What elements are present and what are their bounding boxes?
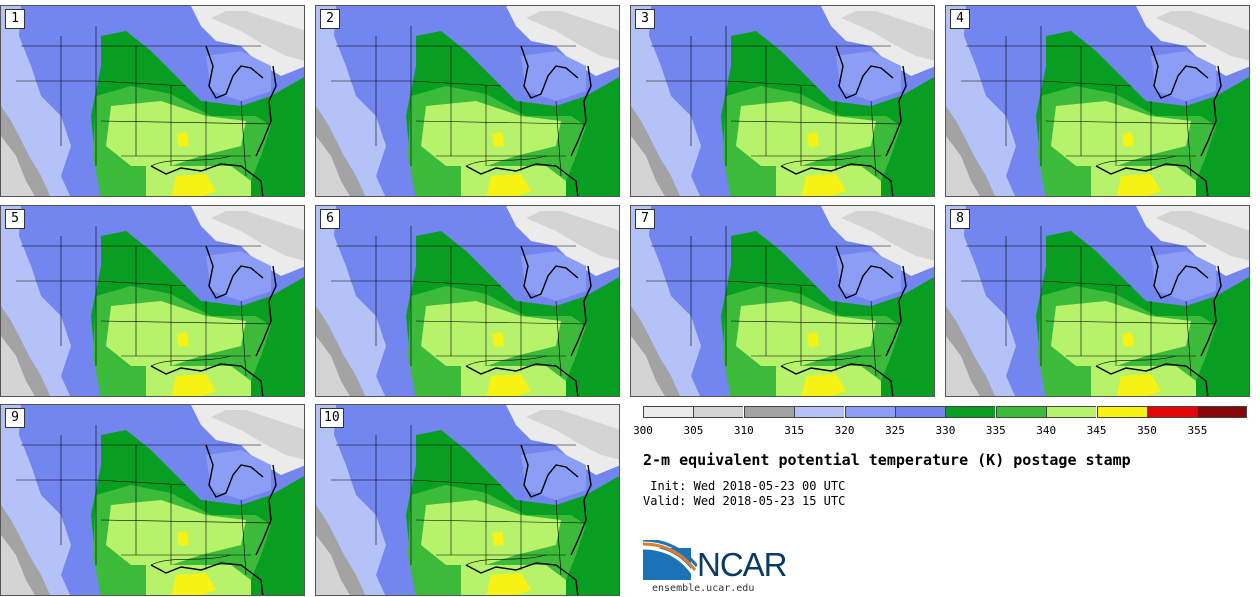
colorbar-tick-label: 350 [1137,424,1157,437]
colorbar-bin [1197,406,1248,418]
member-label: 3 [635,9,655,29]
member-label: 2 [320,9,340,29]
colorbar-bin [995,406,1046,418]
colorbar-tick-label: 320 [834,424,855,437]
member-label: 1 [5,9,25,29]
forecast-map [1,206,304,396]
colorbar-tick-label: 315 [784,424,805,437]
member-label: 5 [5,209,25,229]
colorbar-bin [1096,406,1147,418]
init-value: Wed 2018-05-23 00 UTC [693,479,846,493]
figure-title: 2-m equivalent potential temperature (K)… [643,451,1131,469]
colorbar-bin [844,406,895,418]
colorbar-bin [743,406,794,418]
init-label: Init: [643,479,687,493]
map-panel-5: 5 [0,205,305,397]
colorbar-tick-label: 305 [683,424,704,437]
colorbar-bin [895,406,945,418]
map-panel-3: 3 [630,5,935,197]
colorbar-tick-label: 355 [1187,424,1208,437]
colorbar-bin [1046,406,1097,418]
map-panel-8: 8 [945,205,1250,397]
map-panel-1: 1 [0,5,305,197]
init-time: Init: Wed 2018-05-23 00 UTC [643,479,845,493]
colorbar-bin [945,406,996,418]
map-panel-4: 4 [945,5,1250,197]
member-label: 10 [320,408,344,428]
colorbar-tick-label: 340 [1036,424,1057,437]
site-url: ensemble.ucar.edu [652,583,755,594]
map-panel-9: 9 [0,404,305,596]
member-label: 6 [320,209,340,229]
forecast-map [946,6,1249,196]
member-label: 9 [5,408,25,428]
member-label: 4 [950,9,970,29]
colorbar-bin [693,406,744,418]
forecast-map [631,206,934,396]
map-panel-2: 2 [315,5,620,197]
colorbar-tick-label: 335 [985,424,1006,437]
colorbar-tick-label: 330 [935,424,956,437]
colorbar-bin [643,406,693,418]
map-panel-10: 10 [315,404,620,596]
valid-time: Valid: Wed 2018-05-23 15 UTC [643,494,845,508]
map-panel-6: 6 [315,205,620,397]
member-label: 8 [950,209,970,229]
valid-value: Wed 2018-05-23 15 UTC [693,494,846,508]
colorbar-tick-label: 310 [733,424,754,437]
colorbar-tick-label: 345 [1086,424,1107,437]
ncar-logo-icon [643,540,697,580]
forecast-map [631,6,934,196]
forecast-map [316,206,619,396]
map-panel-7: 7 [630,205,935,397]
member-label: 7 [635,209,655,229]
colorbar-tick-label: 325 [885,424,905,437]
forecast-map [1,405,304,595]
forecast-map [946,206,1249,396]
forecast-map [1,6,304,196]
forecast-map [316,6,619,196]
colorbar-tick-label: 300 [633,424,653,437]
forecast-map [316,405,619,595]
ncar-logo-text: NCAR [697,546,788,583]
colorbar-bin [794,406,845,418]
valid-label: Valid: [643,494,687,508]
colorbar-bin [1147,406,1197,418]
